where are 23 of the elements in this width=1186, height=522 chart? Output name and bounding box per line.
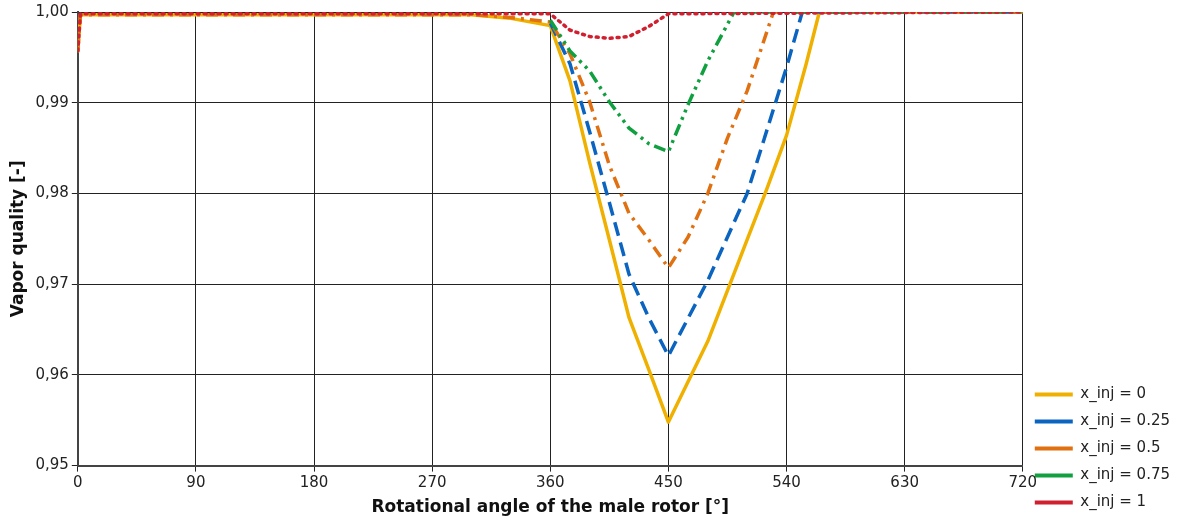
x-tick-label: 720	[1008, 473, 1038, 492]
y-tick-label: 0,97	[35, 274, 69, 293]
y-axis-title: Vapor quality [-]	[6, 160, 27, 318]
x-axis-title: Rotational angle of the male rotor [°]	[371, 496, 730, 517]
legend-label: x_inj = 0	[1080, 384, 1147, 404]
y-tick-label: 0,96	[35, 364, 69, 383]
y-tick-label: 0,99	[35, 92, 69, 111]
y-tick-label: 1,00	[35, 1, 69, 20]
legend-label: x_inj = 0.5	[1080, 438, 1161, 458]
y-tick-label: 0,95	[35, 455, 69, 474]
x-tick-label: 450	[654, 473, 683, 492]
line-series	[548, 12, 1023, 154]
x-tick-label: 360	[535, 473, 565, 492]
x-tick-label: 630	[890, 473, 919, 492]
y-tick-label: 0,98	[35, 183, 69, 202]
x-tick-label: 180	[299, 473, 329, 492]
legend-label: x_inj = 1	[1080, 492, 1147, 512]
legend-label: x_inj = 0.25	[1080, 411, 1171, 431]
x-tick-label: 0	[73, 473, 83, 492]
x-tick-label: 90	[186, 473, 206, 492]
x-tick-label: 540	[772, 473, 801, 492]
x-tick-label: 270	[417, 473, 447, 492]
legend-label: x_inj = 0.75	[1080, 465, 1171, 485]
